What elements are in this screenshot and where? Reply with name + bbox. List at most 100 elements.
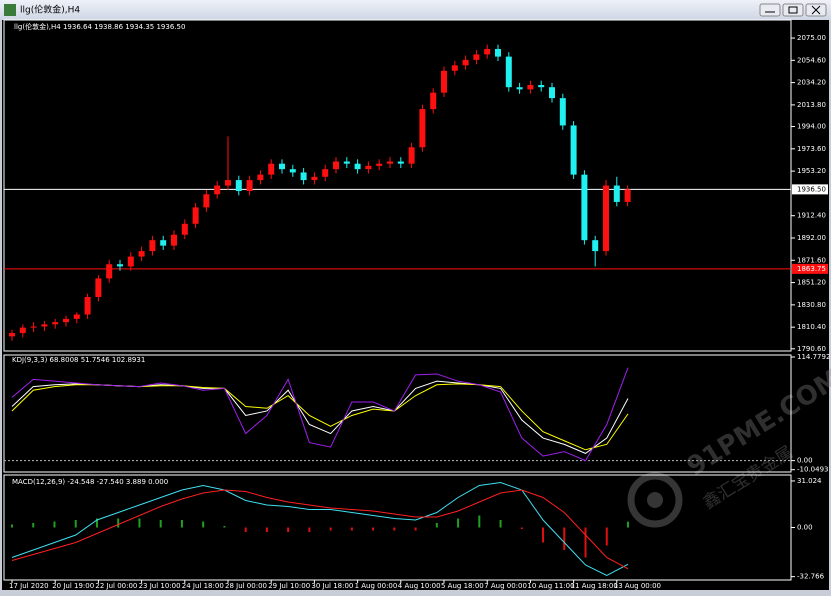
candle-body bbox=[149, 240, 156, 252]
candle-body bbox=[387, 161, 393, 164]
candle-body bbox=[592, 240, 599, 252]
histogram-bar bbox=[308, 527, 311, 532]
price-label-box bbox=[792, 184, 828, 195]
candle-body bbox=[192, 207, 199, 224]
histogram-bar bbox=[180, 520, 183, 528]
y-tick-label: 31.024 bbox=[797, 477, 822, 485]
histogram-bar bbox=[265, 527, 268, 532]
candle-body bbox=[322, 169, 329, 177]
histogram-bar bbox=[499, 520, 502, 528]
x-tick-label: 24 Jul 18:00 bbox=[182, 582, 224, 590]
histogram-bar bbox=[457, 518, 460, 528]
histogram-bar bbox=[627, 521, 629, 528]
histogram-bar bbox=[478, 515, 481, 528]
candle-body bbox=[516, 87, 523, 90]
app-icon bbox=[4, 4, 16, 16]
macd-line bbox=[11, 481, 629, 577]
candle-body bbox=[52, 322, 59, 325]
y-tick-label: -10.0493 bbox=[797, 466, 828, 474]
histogram-bar bbox=[287, 527, 290, 532]
x-tick-label: 17 Jul 2020 bbox=[9, 582, 49, 590]
candle-body bbox=[451, 65, 458, 71]
histogram-bar bbox=[74, 520, 77, 528]
candle-body bbox=[527, 85, 534, 90]
histogram-bar bbox=[584, 527, 587, 558]
histogram-bar bbox=[223, 526, 226, 528]
minimize-button[interactable] bbox=[759, 3, 781, 17]
histogram-bar bbox=[350, 527, 353, 531]
candle-body bbox=[138, 251, 145, 257]
x-tick-label: 5 Aug 18:00 bbox=[441, 582, 484, 590]
candle-body bbox=[408, 147, 415, 164]
histogram-bar bbox=[520, 527, 523, 529]
candle-body bbox=[311, 176, 318, 181]
y-tick-label: 2075.00 bbox=[797, 34, 826, 42]
x-tick-label: 11 Aug 18:00 bbox=[571, 582, 618, 590]
plot: llg(伦敦金),H4 1936.64 1938.86 1934.35 1936… bbox=[3, 19, 830, 590]
x-tick-label: 28 Jul 00:00 bbox=[225, 582, 267, 590]
x-tick-label: 7 Aug 00:00 bbox=[484, 582, 527, 590]
restore-button[interactable] bbox=[782, 3, 804, 17]
y-tick-label: 1851.20 bbox=[797, 279, 826, 287]
price-label: 1863.75 bbox=[797, 265, 826, 273]
restore-glyph bbox=[788, 6, 798, 14]
x-tick-label: 4 Aug 10:00 bbox=[398, 582, 441, 590]
candle-body bbox=[235, 180, 242, 192]
candle-body bbox=[505, 56, 512, 88]
watermark-logo bbox=[627, 472, 683, 528]
y-tick-label: 2054.60 bbox=[797, 56, 826, 64]
y-tick-label: 114.7792 bbox=[797, 353, 830, 361]
histogram-bar bbox=[372, 527, 375, 531]
candle-body bbox=[624, 189, 631, 202]
candle-body bbox=[279, 163, 285, 170]
x-tick-label: 10 Aug 11:00 bbox=[527, 582, 574, 590]
candle-body bbox=[441, 70, 447, 93]
panel-header: MACD(12,26,9) -24.548 -27.540 3.889 0.00… bbox=[12, 478, 168, 486]
y-tick-label: 1810.40 bbox=[797, 323, 826, 331]
candle-body bbox=[559, 98, 566, 126]
candle-body bbox=[462, 59, 469, 66]
histogram-bar bbox=[244, 527, 247, 532]
candle-body bbox=[30, 326, 37, 328]
y-tick-label: 1912.40 bbox=[797, 212, 826, 220]
y-tick-label: 2034.20 bbox=[797, 79, 826, 87]
candle-body bbox=[300, 172, 307, 181]
candle-body bbox=[495, 48, 501, 57]
candle-body bbox=[549, 87, 555, 99]
x-tick-label: 13 Aug 00:00 bbox=[614, 582, 661, 590]
candle-body bbox=[333, 161, 339, 170]
x-tick-label: 22 Jul 00:00 bbox=[95, 582, 137, 590]
histogram-bar bbox=[95, 518, 98, 528]
candle-body bbox=[343, 161, 350, 164]
candle-body bbox=[257, 174, 264, 181]
close-glyph bbox=[811, 5, 821, 15]
histogram-bar bbox=[605, 527, 608, 546]
chart-header: llg(伦敦金),H4 1936.64 1938.86 1934.35 1936… bbox=[14, 22, 185, 31]
candle-body bbox=[127, 256, 134, 267]
y-tick-label: 1790.60 bbox=[797, 345, 826, 353]
y-tick-label: 1892.00 bbox=[797, 234, 826, 242]
histogram-bar bbox=[435, 523, 438, 528]
x-tick-label: 20 Jul 19:00 bbox=[52, 582, 94, 590]
candle-body bbox=[538, 85, 545, 88]
y-tick-label: 1994.00 bbox=[797, 123, 826, 131]
y-tick-label: 1830.80 bbox=[797, 301, 826, 309]
macd-line bbox=[11, 489, 629, 570]
chart-area bbox=[2, 20, 829, 590]
histogram-bar bbox=[11, 524, 13, 528]
panel-frame bbox=[3, 354, 792, 473]
candle-body bbox=[117, 264, 123, 267]
candle-body bbox=[484, 48, 491, 55]
candle-body bbox=[603, 185, 609, 252]
y-tick-label: -32.766 bbox=[797, 573, 825, 581]
y-tick-label: 1871.60 bbox=[797, 256, 826, 264]
histogram-bar bbox=[393, 527, 396, 531]
histogram-bar bbox=[329, 527, 332, 531]
histogram-bar bbox=[138, 518, 141, 528]
panel-frame bbox=[3, 19, 792, 352]
histogram-bar bbox=[32, 523, 35, 528]
panel-header: KDJ(9,3,3) 68.8008 51.7546 102.8931 bbox=[12, 356, 145, 364]
y-tick-label: 1973.60 bbox=[797, 145, 826, 153]
candle-body bbox=[268, 163, 275, 175]
